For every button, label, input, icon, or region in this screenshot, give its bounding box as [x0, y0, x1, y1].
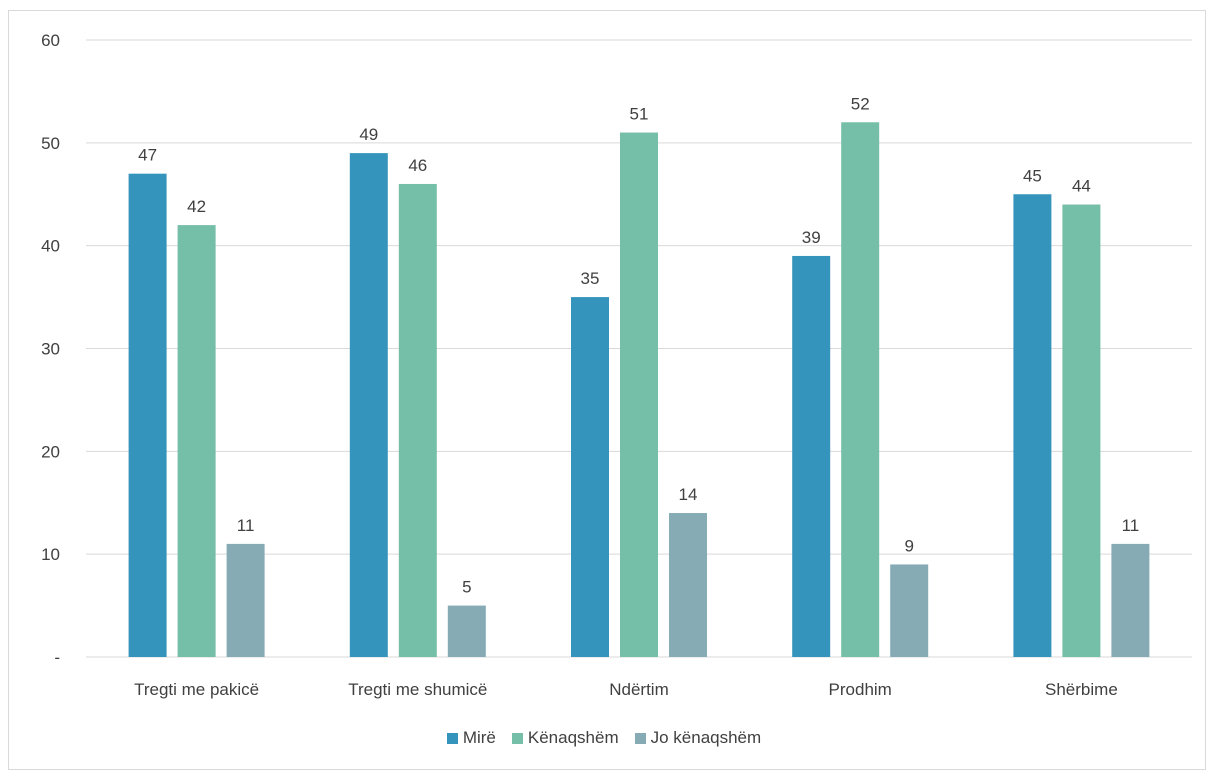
legend-swatch	[511, 732, 523, 744]
data-label: 51	[630, 105, 649, 124]
legend-label: Kënaqshëm	[527, 728, 619, 747]
data-label: 42	[187, 197, 206, 216]
y-tick-label: 60	[41, 31, 60, 50]
y-tick-label: 50	[41, 134, 60, 153]
data-label: 14	[679, 485, 698, 504]
bar	[1013, 194, 1052, 657]
bar	[447, 605, 486, 657]
x-tick-label: Shërbime	[1045, 680, 1118, 699]
data-label: 45	[1023, 166, 1042, 185]
data-label: 47	[138, 146, 157, 165]
data-label: 44	[1072, 177, 1091, 196]
legend-item: Jo kënaqshëm	[634, 728, 762, 748]
x-tick-label: Prodhim	[829, 680, 892, 699]
x-tick-label: Tregti me pakicë	[134, 680, 259, 699]
data-label: 11	[1122, 516, 1140, 535]
bar	[177, 225, 216, 657]
data-label: 49	[359, 125, 378, 144]
data-label: 9	[904, 536, 913, 555]
bar	[669, 513, 707, 657]
chart-legend: Mirë Kënaqshëm Jo kënaqshëm	[0, 728, 1208, 749]
bar	[226, 543, 265, 657]
bar	[1111, 543, 1150, 657]
data-label: 35	[581, 269, 600, 288]
bar	[890, 564, 929, 657]
data-label: 11	[237, 516, 255, 535]
x-tick-label: Ndërtim	[609, 680, 669, 699]
legend-item: Mirë	[446, 728, 496, 748]
data-label: 5	[462, 578, 471, 597]
data-label: 39	[802, 228, 821, 247]
y-tick-label: 30	[41, 340, 60, 359]
bar	[1062, 204, 1101, 658]
legend-item: Kënaqshëm	[511, 728, 619, 748]
legend-label: Jo kënaqshëm	[650, 728, 762, 747]
bar	[620, 132, 658, 658]
y-tick-label: 40	[41, 237, 60, 256]
bar	[398, 183, 437, 657]
y-tick-label: -	[54, 648, 60, 667]
x-tick-label: Tregti me shumicë	[348, 680, 487, 699]
legend-swatch	[634, 732, 646, 744]
legend-swatch	[446, 732, 458, 744]
legend-label: Mirë	[462, 728, 496, 747]
y-tick-label: 10	[41, 545, 60, 564]
y-tick-label: 20	[41, 442, 60, 461]
data-label: 46	[408, 156, 427, 175]
bar	[571, 297, 609, 657]
bar	[128, 173, 167, 657]
data-label: 52	[851, 94, 870, 113]
bar	[792, 255, 831, 657]
bar	[841, 122, 880, 658]
bar	[349, 153, 388, 657]
